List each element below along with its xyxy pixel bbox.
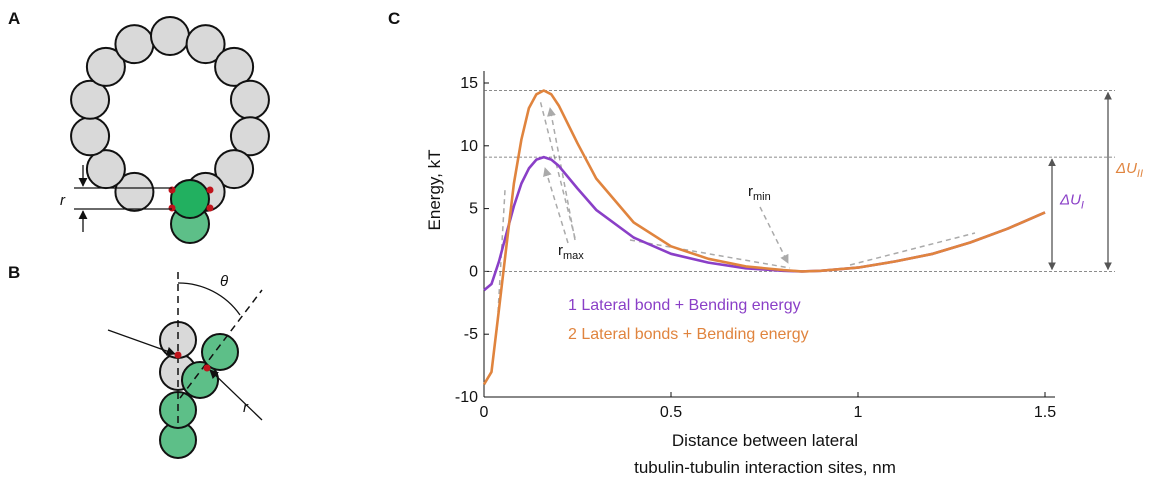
subunit — [170, 179, 210, 219]
subunit — [150, 16, 190, 56]
delta-base: ΔU — [1115, 160, 1137, 177]
subunit — [70, 116, 111, 157]
legend-entry: 2 Lateral bonds + Bending energy — [568, 326, 809, 343]
y-tick-label: -5 — [464, 326, 478, 343]
subunit — [114, 171, 155, 212]
r-marker — [74, 165, 172, 232]
delta-label: ΔUI — [1059, 191, 1084, 211]
delta-sub: II — [1137, 168, 1143, 180]
x-axis-label: Distance between lateral — [672, 431, 858, 450]
site — [168, 204, 176, 212]
y-tick-label: 10 — [460, 138, 478, 155]
x-tick-label: 1.5 — [1034, 404, 1056, 421]
subunit — [185, 24, 226, 65]
annotation-sub: min — [753, 191, 771, 203]
subunit — [229, 116, 270, 157]
delta-sub: I — [1081, 199, 1084, 211]
y-tick-label: 15 — [460, 75, 478, 92]
ring-diagram — [70, 16, 270, 244]
legend-entry: 1 Lateral bond + Bending energy — [568, 297, 801, 314]
y-tick-label: 0 — [469, 263, 478, 280]
site — [206, 204, 214, 212]
subunit — [214, 149, 255, 190]
subunit — [114, 24, 155, 65]
panel-label: A — [8, 9, 20, 28]
x-axis-label: tubulin-tubulin interaction sites, nm — [634, 458, 896, 477]
x-tick-label: 0 — [480, 404, 489, 421]
series-line — [483, 155, 1046, 292]
annotation: rmax — [558, 242, 584, 262]
y-tick-label: -10 — [455, 389, 478, 406]
panel-label: B — [8, 263, 20, 282]
guide-arrows — [496, 99, 976, 331]
r-label: r — [60, 192, 66, 209]
annotation-base: r — [558, 242, 563, 259]
r-label: r — [243, 399, 249, 416]
subunit — [214, 46, 255, 87]
y-axis-label: Energy, kT — [425, 150, 444, 231]
subunit — [85, 46, 126, 87]
subunit — [229, 79, 270, 120]
x-tick-label: 1 — [854, 404, 863, 421]
delta-label: ΔUII — [1115, 160, 1143, 180]
bend-diagram — [107, 272, 263, 459]
annotation: rmin — [748, 183, 771, 203]
annotation-base: r — [748, 183, 753, 200]
y-tick-label: 5 — [469, 201, 478, 218]
annotation-sub: max — [563, 250, 584, 262]
series-line — [482, 89, 1046, 386]
theta-label: θ — [220, 273, 228, 290]
x-tick-label: 0.5 — [660, 404, 682, 421]
site — [206, 186, 214, 194]
panel-label: C — [388, 9, 400, 28]
delta-base: ΔU — [1059, 191, 1081, 208]
subunit — [70, 79, 111, 120]
